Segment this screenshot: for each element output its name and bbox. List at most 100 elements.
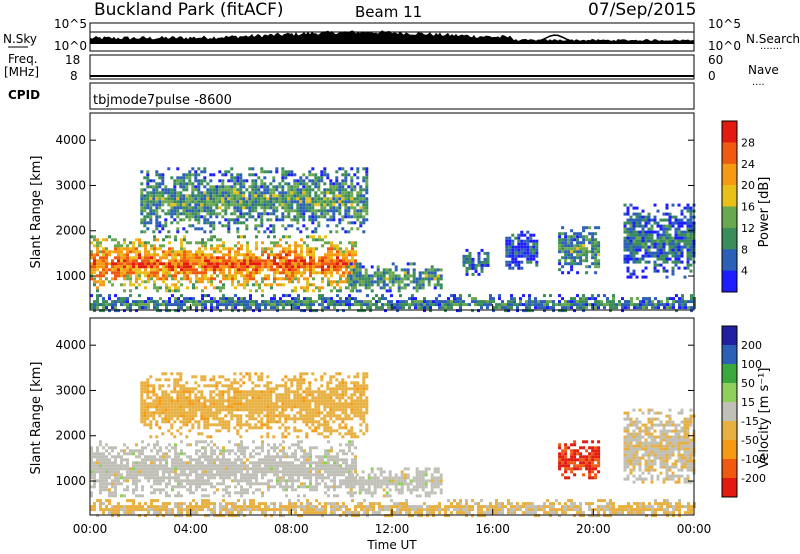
- echo-cell: [300, 309, 303, 313]
- echo-cell: [192, 253, 195, 257]
- echo-cell: [403, 277, 407, 281]
- echo-cell: [258, 461, 261, 465]
- echo-cell: [164, 414, 168, 418]
- echo-cell: [153, 303, 156, 307]
- echo-cell: [264, 467, 267, 471]
- echo-cell: [140, 405, 144, 409]
- echo-cell: [433, 485, 437, 489]
- echo-cell: [284, 173, 288, 177]
- echo-cell: [174, 303, 177, 307]
- echo-cell: [285, 473, 288, 477]
- echo-cell: [671, 224, 675, 228]
- echo-cell: [117, 250, 120, 254]
- echo-cell: [194, 185, 198, 189]
- echo-cell: [152, 194, 156, 198]
- echo-cell: [189, 491, 192, 495]
- echo-cell: [150, 259, 153, 263]
- echo-cell: [198, 262, 201, 266]
- echo-cell: [309, 449, 312, 453]
- echo-cell: [355, 479, 359, 483]
- echo-cell: [243, 488, 246, 492]
- echo-cell: [182, 188, 186, 192]
- echo-cell: [105, 250, 108, 254]
- echo-cell: [170, 212, 174, 216]
- echo-cell: [363, 303, 366, 307]
- echo-cell: [303, 271, 306, 275]
- echo-cell: [330, 455, 333, 459]
- echo-cell: [255, 446, 258, 450]
- echo-cell: [570, 235, 574, 239]
- echo-cell: [273, 303, 276, 307]
- echo-cell: [480, 266, 484, 270]
- echo-cell: [312, 262, 315, 266]
- echo-cell: [201, 467, 204, 471]
- echo-cell: [242, 185, 246, 189]
- echo-cell: [318, 286, 321, 290]
- echo-cell: [430, 479, 434, 483]
- echo-cell: [233, 185, 237, 189]
- echo-cell: [668, 251, 672, 255]
- echo-cell: [433, 482, 437, 486]
- echo-cell: [282, 455, 285, 459]
- echo-cell: [272, 230, 276, 234]
- echo-cell: [336, 253, 339, 257]
- echo-cell: [342, 458, 345, 462]
- echo-cell: [251, 209, 255, 213]
- echo-cell: [171, 294, 174, 298]
- echo-cell: [273, 461, 276, 465]
- echo-cell: [189, 268, 192, 272]
- echo-cell: [180, 464, 183, 468]
- echo-cell: [147, 473, 150, 477]
- echo-cell: [623, 257, 627, 261]
- echo-cell: [183, 235, 186, 239]
- echo-cell: [296, 212, 300, 216]
- echo-cell: [150, 300, 153, 304]
- echo-cell: [206, 212, 210, 216]
- echo-cell: [176, 191, 180, 195]
- echo-cell: [195, 464, 198, 468]
- echo-cell: [528, 309, 531, 313]
- echo-cell: [439, 274, 443, 278]
- echo-cell: [421, 488, 425, 492]
- echo-cell: [174, 467, 177, 471]
- echo-cell: [120, 271, 123, 275]
- echo-cell: [644, 245, 648, 249]
- echo-cell: [650, 236, 654, 240]
- echo-cell: [408, 297, 411, 301]
- echo-cell: [105, 271, 108, 275]
- echo-cell: [402, 300, 405, 304]
- echo-cell: [507, 309, 510, 313]
- echo-cell: [177, 253, 180, 257]
- echo-cell: [346, 274, 350, 278]
- echo-cell: [427, 274, 431, 278]
- echo-cell: [296, 188, 300, 192]
- echo-cell: [152, 390, 156, 394]
- echo-cell: [465, 248, 469, 252]
- echo-cell: [379, 286, 383, 290]
- echo-cell: [471, 300, 474, 304]
- echo-cell: [632, 227, 636, 231]
- echo-cell: [216, 455, 219, 459]
- echo-cell: [260, 203, 264, 207]
- echo-cell: [477, 263, 481, 267]
- echo-cell: [300, 446, 303, 450]
- echo-cell: [96, 241, 99, 245]
- echo-cell: [173, 206, 177, 210]
- echo-cell: [245, 212, 249, 216]
- echo-cell: [561, 256, 565, 260]
- echo-cell: [204, 262, 207, 266]
- echo-cell: [519, 300, 522, 304]
- echo-cell: [242, 182, 246, 186]
- echo-cell: [579, 256, 583, 260]
- echo-cell: [237, 280, 240, 284]
- echo-cell: [174, 259, 177, 263]
- echo-cell: [191, 173, 195, 177]
- echo-cell: [237, 241, 240, 245]
- echo-cell: [132, 250, 135, 254]
- echo-cell: [360, 306, 363, 310]
- echo-cell: [132, 476, 135, 480]
- echo-cell: [462, 300, 465, 304]
- echo-cell: [222, 461, 225, 465]
- echo-cell: [339, 464, 342, 468]
- echo-cell: [480, 269, 484, 273]
